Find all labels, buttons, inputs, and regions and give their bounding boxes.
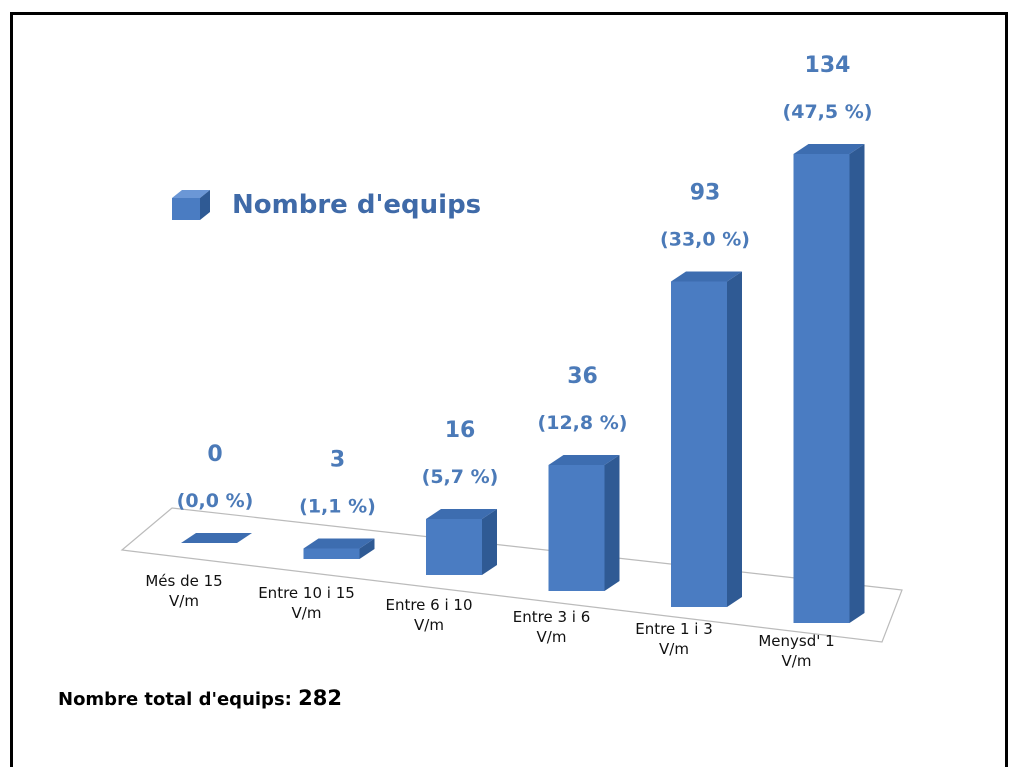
total-label: Nombre total d'equips: bbox=[58, 689, 292, 710]
percent-label: (33,0 %) bbox=[660, 229, 750, 251]
bar-side bbox=[849, 144, 865, 623]
total: Nombre total d'equips: 282 bbox=[58, 686, 342, 710]
category-label: Entre 6 i 10 V/m bbox=[385, 596, 473, 634]
bar bbox=[671, 281, 727, 607]
bar bbox=[303, 548, 360, 559]
bar-side bbox=[359, 538, 375, 559]
category-label: Entre 3 i 6 V/m bbox=[512, 608, 591, 646]
bar-top bbox=[548, 455, 620, 465]
value-label: 0 bbox=[207, 442, 222, 467]
category-label: Més de 15 V/m bbox=[145, 572, 223, 610]
percent-label: (47,5 %) bbox=[783, 101, 873, 123]
total-value: 282 bbox=[298, 686, 342, 710]
category-label: Entre 10 i 15 V/m bbox=[258, 584, 355, 622]
value-label: 16 bbox=[445, 418, 476, 443]
value-label: 93 bbox=[690, 181, 721, 206]
bar-top bbox=[426, 509, 497, 519]
bar-top bbox=[671, 271, 742, 282]
legend-icon bbox=[172, 190, 210, 220]
value-label: 134 bbox=[805, 53, 851, 78]
percent-label: (0,0 %) bbox=[177, 490, 254, 512]
legend-label: Nombre d'equips bbox=[232, 190, 482, 220]
bar bbox=[548, 465, 605, 591]
category-label: Entre 1 i 3 V/m bbox=[635, 620, 713, 658]
bar-side bbox=[604, 455, 620, 591]
bar-side bbox=[482, 509, 497, 575]
percent-label: (12,8 %) bbox=[538, 412, 628, 434]
bar bbox=[793, 154, 850, 623]
value-label: 36 bbox=[567, 364, 598, 389]
bar bbox=[426, 519, 482, 575]
value-label: 3 bbox=[330, 448, 345, 473]
percent-label: (1,1 %) bbox=[299, 496, 376, 518]
bar-top bbox=[181, 533, 252, 543]
bar-top bbox=[303, 538, 375, 549]
percent-label: (5,7 %) bbox=[422, 466, 499, 488]
category-label: Menysd' 1 V/m bbox=[758, 632, 835, 670]
bar-top bbox=[793, 144, 865, 154]
bar-side bbox=[727, 271, 742, 607]
frame bbox=[10, 12, 1008, 767]
